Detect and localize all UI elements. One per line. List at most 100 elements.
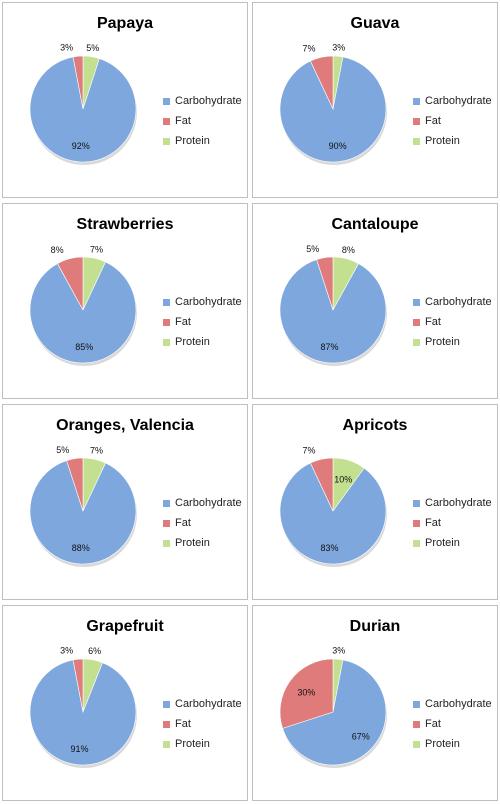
data-label-carbohydrate: 85% xyxy=(75,342,93,352)
legend-swatch xyxy=(413,700,420,708)
legend-swatch xyxy=(163,499,170,507)
legend-swatch xyxy=(163,318,170,326)
chart-legend: Carbohydrate Fat Protein xyxy=(163,292,249,352)
data-label-protein: 3% xyxy=(332,42,345,52)
legend-item-carbohydrate: Carbohydrate xyxy=(163,292,249,312)
data-label-carbohydrate: 67% xyxy=(352,732,370,742)
legend-swatch xyxy=(163,539,170,547)
legend-label: Fat xyxy=(425,316,441,328)
legend-item-fat: Fat xyxy=(413,714,499,734)
pie-slice-fat xyxy=(316,256,334,311)
data-label-fat: 3% xyxy=(60,645,73,655)
chart-legend: Carbohydrate Fat Protein xyxy=(413,694,499,754)
legend-item-fat: Fat xyxy=(413,513,499,533)
legend-item-protein: Protein xyxy=(413,131,499,151)
legend-swatch xyxy=(413,499,420,507)
pie-chart: 7% 85% 8% xyxy=(29,245,137,366)
data-label-fat: 8% xyxy=(51,245,64,255)
legend-item-carbohydrate: Carbohydrate xyxy=(163,694,249,714)
chart-title: Apricots xyxy=(342,417,408,434)
pie-chart: 6% 91% 3% xyxy=(29,645,137,768)
legend-swatch xyxy=(413,740,420,748)
legend-label: Protein xyxy=(175,336,210,348)
pie-slice-carbohydrate xyxy=(29,56,137,163)
legend-item-protein: Protein xyxy=(413,734,499,754)
legend-swatch xyxy=(163,298,170,306)
legend-swatch xyxy=(413,137,420,145)
legend-swatch xyxy=(163,137,170,145)
legend-label: Protein xyxy=(425,336,460,348)
data-label-protein: 10% xyxy=(334,475,352,485)
legend-item-fat: Fat xyxy=(163,513,249,533)
pie-slice-carbohydrate xyxy=(279,259,387,364)
legend-label: Protein xyxy=(425,537,460,549)
pie-slice-carbohydrate xyxy=(29,659,137,766)
chart-legend: Carbohydrate Fat Protein xyxy=(413,91,499,151)
chart-legend: Carbohydrate Fat Protein xyxy=(163,493,249,553)
legend-label: Carbohydrate xyxy=(175,497,242,509)
pie-slice-fat xyxy=(310,55,334,110)
legend-label: Fat xyxy=(425,718,441,730)
pie-chart: 5% 92% 3% xyxy=(29,42,137,165)
chart-title: Guava xyxy=(350,15,400,32)
pie-chart: 7% 88% 5% xyxy=(29,445,137,567)
pie-chart-panel: Durian 3% 67% 30% Carbohydrate Fat Protein xyxy=(252,605,498,801)
legend-label: Carbohydrate xyxy=(175,95,242,107)
pie-chart-panel: Cantaloupe 8% 87% 5% Carbohydrate Fat Protein xyxy=(252,203,498,399)
legend-item-fat: Fat xyxy=(163,312,249,332)
legend-label: Protein xyxy=(425,135,460,147)
chart-legend: Carbohydrate Fat Protein xyxy=(413,292,499,352)
legend-item-protein: Protein xyxy=(163,332,249,352)
pie-slice-fat xyxy=(72,658,84,713)
data-label-fat: 7% xyxy=(302,44,315,54)
legend-swatch xyxy=(413,117,420,125)
legend-label: Carbohydrate xyxy=(175,698,242,710)
pie-chart-panel: Guava 3% 90% 7% Carbohydrate Fat Protein xyxy=(252,2,498,198)
pie-chart-panel: Oranges, Valencia 7% 88% 5% Carbohydrate Fat P… xyxy=(2,404,248,600)
pie-slice-fat xyxy=(310,457,334,512)
legend-label: Fat xyxy=(175,517,191,529)
legend-swatch xyxy=(163,117,170,125)
legend-label: Fat xyxy=(175,718,191,730)
legend-swatch xyxy=(413,539,420,547)
data-label-carbohydrate: 83% xyxy=(320,543,338,553)
pie-chart-panel: Grapefruit 6% 91% 3% Carbohydrate Fat Protein xyxy=(2,605,248,801)
legend-label: Fat xyxy=(425,517,441,529)
chart-legend: Carbohydrate Fat Protein xyxy=(413,493,499,553)
legend-swatch xyxy=(163,97,170,105)
legend-label: Carbohydrate xyxy=(425,95,492,107)
pie-slice-carbohydrate xyxy=(29,460,137,565)
legend-label: Protein xyxy=(175,135,210,147)
legend-item-protein: Protein xyxy=(163,533,249,553)
legend-swatch xyxy=(413,318,420,326)
legend-item-carbohydrate: Carbohydrate xyxy=(413,493,499,513)
pie-chart-panel: Papaya 5% 92% 3% Carbohydrate Fat Protein xyxy=(2,2,248,198)
data-label-carbohydrate: 90% xyxy=(329,141,347,151)
legend-swatch xyxy=(413,338,420,346)
legend-label: Carbohydrate xyxy=(425,296,492,308)
pie-slice-fat xyxy=(72,55,84,110)
legend-swatch xyxy=(163,338,170,346)
data-label-protein: 8% xyxy=(342,245,355,255)
legend-item-protein: Protein xyxy=(413,533,499,553)
data-label-fat: 3% xyxy=(60,42,73,52)
data-label-protein: 3% xyxy=(332,645,345,655)
legend-label: Protein xyxy=(175,537,210,549)
legend-label: Fat xyxy=(425,115,441,127)
legend-swatch xyxy=(413,519,420,527)
pie-slice-carbohydrate xyxy=(279,462,387,565)
data-label-fat: 30% xyxy=(297,688,315,698)
legend-swatch xyxy=(413,720,420,728)
legend-swatch xyxy=(413,97,420,105)
data-label-carbohydrate: 92% xyxy=(72,141,90,151)
pie-slice-carbohydrate xyxy=(279,56,387,163)
legend-swatch xyxy=(413,298,420,306)
pie-slice-carbohydrate xyxy=(282,659,387,766)
legend-item-fat: Fat xyxy=(163,111,249,131)
chart-title: Cantaloupe xyxy=(331,216,419,233)
legend-swatch xyxy=(163,519,170,527)
legend-label: Carbohydrate xyxy=(425,497,492,509)
legend-item-carbohydrate: Carbohydrate xyxy=(413,694,499,714)
pie-slice-fat xyxy=(66,457,84,512)
